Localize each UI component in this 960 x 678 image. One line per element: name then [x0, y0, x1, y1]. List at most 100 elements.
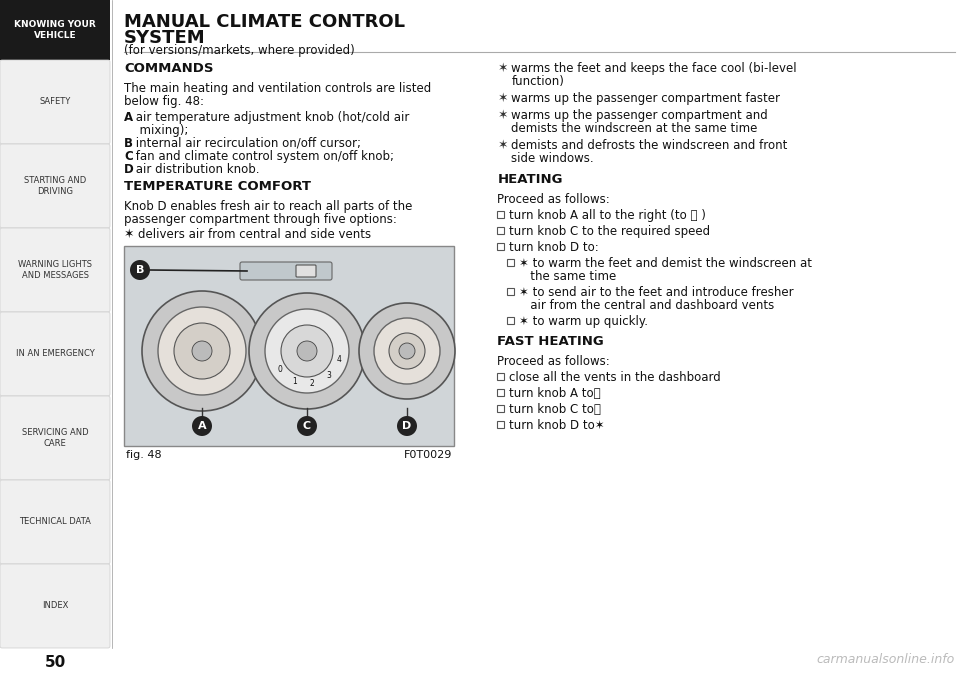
Bar — [497, 389, 504, 396]
Circle shape — [281, 325, 333, 377]
Text: 4: 4 — [336, 355, 342, 364]
Text: ✶: ✶ — [124, 228, 134, 241]
Text: demists the windscreen at the same time: demists the windscreen at the same time — [512, 122, 757, 135]
Circle shape — [389, 333, 425, 369]
Text: C: C — [303, 421, 311, 431]
Text: 1: 1 — [292, 377, 297, 386]
Text: ✶ to warm up quickly.: ✶ to warm up quickly. — [519, 315, 648, 328]
Text: FAST HEATING: FAST HEATING — [497, 335, 604, 348]
Text: turn knob C toⓈ: turn knob C toⓈ — [510, 403, 601, 416]
Text: ✶: ✶ — [497, 92, 508, 105]
Text: passenger compartment through five options:: passenger compartment through five optio… — [124, 213, 396, 226]
Text: ✶: ✶ — [497, 139, 508, 152]
Text: TECHNICAL DATA: TECHNICAL DATA — [19, 517, 91, 527]
FancyBboxPatch shape — [0, 480, 110, 564]
Text: turn knob A all to the right (to Ⓢ ): turn knob A all to the right (to Ⓢ ) — [510, 209, 707, 222]
Bar — [497, 421, 504, 428]
Text: 0: 0 — [277, 365, 282, 374]
Circle shape — [359, 303, 455, 399]
Text: turn knob A toⓈ: turn knob A toⓈ — [510, 387, 601, 400]
Text: internal air recirculation on/off cursor;: internal air recirculation on/off cursor… — [132, 137, 361, 150]
Text: turn knob D to:: turn knob D to: — [510, 241, 599, 254]
Text: 3: 3 — [326, 371, 331, 380]
Bar — [0, 0, 110, 60]
Text: HEATING: HEATING — [497, 173, 563, 186]
Text: SYSTEM: SYSTEM — [124, 29, 205, 47]
Text: B: B — [135, 265, 144, 275]
Text: ✶: ✶ — [497, 109, 508, 122]
Text: D: D — [124, 163, 133, 176]
Text: mixing);: mixing); — [132, 124, 188, 137]
FancyBboxPatch shape — [0, 396, 110, 480]
Circle shape — [374, 318, 440, 384]
Circle shape — [192, 416, 212, 436]
Circle shape — [297, 416, 317, 436]
Text: carmanualsonline.info: carmanualsonline.info — [817, 653, 955, 666]
Text: function): function) — [512, 75, 564, 88]
Circle shape — [397, 416, 417, 436]
Circle shape — [158, 307, 246, 395]
Circle shape — [142, 291, 262, 411]
FancyBboxPatch shape — [0, 228, 110, 312]
Text: WARNING LIGHTS
AND MESSAGES: WARNING LIGHTS AND MESSAGES — [18, 260, 92, 280]
Bar — [497, 373, 504, 380]
Circle shape — [192, 341, 212, 361]
Text: turn knob D to✶: turn knob D to✶ — [510, 419, 605, 432]
Text: warms up the passenger compartment and: warms up the passenger compartment and — [512, 109, 768, 122]
Text: ✶ to warm the feet and demist the windscreen at: ✶ to warm the feet and demist the windsc… — [519, 257, 812, 270]
Text: Knob D enables fresh air to reach all parts of the: Knob D enables fresh air to reach all pa… — [124, 200, 413, 213]
Bar — [497, 227, 504, 234]
Text: 2: 2 — [309, 379, 314, 388]
FancyBboxPatch shape — [296, 265, 316, 277]
Text: fan and climate control system on/off knob;: fan and climate control system on/off kn… — [132, 150, 394, 163]
Text: The main heating and ventilation controls are listed: The main heating and ventilation control… — [124, 82, 431, 95]
Text: INDEX: INDEX — [42, 601, 68, 610]
Text: ✶ to send air to the feet and introduce fresher: ✶ to send air to the feet and introduce … — [519, 286, 794, 299]
Text: air distribution knob.: air distribution knob. — [132, 163, 259, 176]
FancyBboxPatch shape — [0, 60, 110, 144]
Text: 50: 50 — [44, 655, 65, 670]
Text: (for versions/markets, where provided): (for versions/markets, where provided) — [124, 44, 355, 57]
Text: side windows.: side windows. — [512, 152, 594, 165]
Circle shape — [265, 309, 349, 393]
Text: Proceed as follows:: Proceed as follows: — [497, 193, 611, 206]
Bar — [497, 405, 504, 412]
Text: ✶: ✶ — [497, 62, 508, 75]
Text: TEMPERATURE COMFORT: TEMPERATURE COMFORT — [124, 180, 311, 193]
Text: IN AN EMERGENCY: IN AN EMERGENCY — [15, 349, 94, 359]
Circle shape — [399, 343, 415, 359]
Bar — [497, 243, 504, 250]
Text: MANUAL CLIMATE CONTROL: MANUAL CLIMATE CONTROL — [124, 13, 405, 31]
Text: warms the feet and keeps the face cool (bi-level: warms the feet and keeps the face cool (… — [512, 62, 797, 75]
Text: STARTING AND
DRIVING: STARTING AND DRIVING — [24, 176, 86, 196]
Text: A: A — [198, 421, 206, 431]
Text: C: C — [124, 150, 132, 163]
Bar — [124, 246, 454, 446]
Text: air from the central and dashboard vents: air from the central and dashboard vents — [519, 299, 775, 312]
Text: F0T0029: F0T0029 — [403, 450, 452, 460]
Bar — [508, 317, 515, 324]
Text: Proceed as follows:: Proceed as follows: — [497, 355, 611, 368]
Text: D: D — [402, 421, 412, 431]
Circle shape — [249, 293, 365, 409]
Text: SAFETY: SAFETY — [39, 98, 71, 106]
Text: fig. 48: fig. 48 — [126, 450, 161, 460]
Text: A: A — [124, 111, 133, 124]
Bar — [508, 288, 515, 295]
Text: COMMANDS: COMMANDS — [124, 62, 213, 75]
Circle shape — [297, 341, 317, 361]
Circle shape — [174, 323, 230, 379]
Text: below fig. 48:: below fig. 48: — [124, 95, 204, 108]
Bar — [508, 259, 515, 266]
FancyBboxPatch shape — [240, 262, 332, 280]
FancyBboxPatch shape — [0, 564, 110, 648]
Bar — [497, 211, 504, 218]
Text: B: B — [124, 137, 133, 150]
Text: turn knob C to the required speed: turn knob C to the required speed — [510, 225, 710, 238]
FancyBboxPatch shape — [0, 312, 110, 396]
Text: SERVICING AND
CARE: SERVICING AND CARE — [22, 428, 88, 447]
Circle shape — [130, 260, 150, 280]
Text: air temperature adjustment knob (hot/cold air: air temperature adjustment knob (hot/col… — [132, 111, 409, 124]
Text: the same time: the same time — [519, 270, 616, 283]
Text: warms up the passenger compartment faster: warms up the passenger compartment faste… — [512, 92, 780, 105]
